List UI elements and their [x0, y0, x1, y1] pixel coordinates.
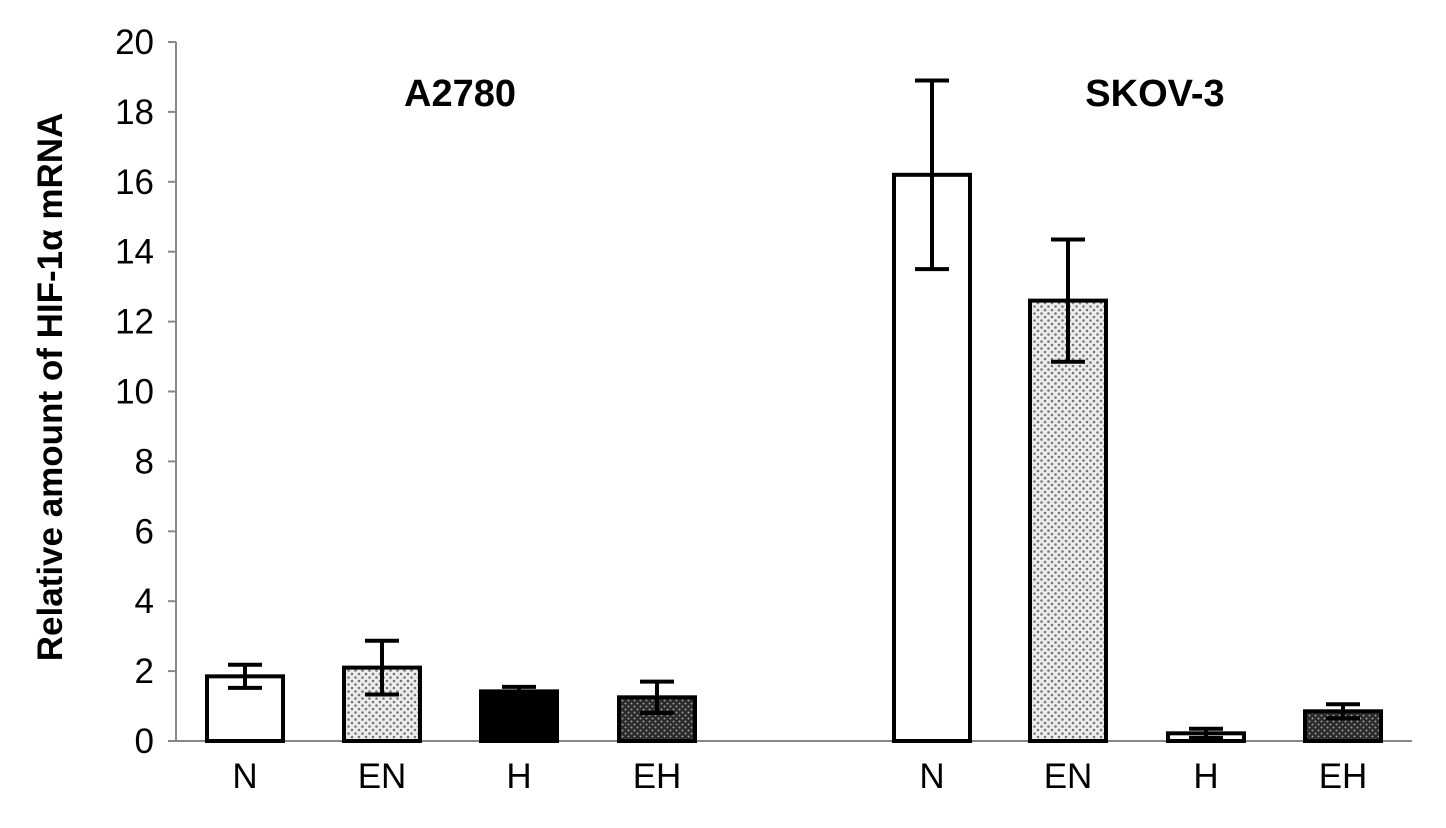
y-tick-label: 20 [115, 23, 154, 62]
y-tick-label: 12 [115, 303, 154, 342]
x-tick-label: EN [1044, 757, 1093, 796]
x-tick-label: EH [633, 757, 682, 796]
bar [617, 695, 697, 743]
x-tick-label: H [506, 757, 531, 796]
group-title-skov3: SKOV-3 [1085, 73, 1224, 115]
y-tick-label: 10 [115, 373, 154, 412]
x-tick-label: H [1193, 757, 1218, 796]
y-tick-label: 6 [135, 512, 154, 551]
y-tick-label: 14 [115, 233, 154, 272]
y-tick-label: 2 [135, 652, 154, 691]
y-tick-label: 8 [135, 442, 154, 481]
bars: N EN H EH N EN H EH [205, 78, 1383, 796]
bar [205, 674, 285, 744]
x-tick-label: EH [1319, 757, 1368, 796]
y-tick-label: 16 [115, 163, 154, 202]
x-tick-label: EN [358, 757, 407, 796]
y-tick-label: 0 [135, 722, 154, 761]
x-tick-label: N [919, 757, 944, 796]
group-title-a2780: A2780 [404, 73, 516, 115]
y-tick-label: 4 [135, 582, 154, 621]
x-tick-label: N [232, 757, 257, 796]
y-tick-label: 18 [115, 93, 154, 132]
bar [1028, 298, 1108, 743]
axes: 0 2 4 6 8 10 12 14 16 18 20 [115, 23, 1412, 761]
y-axis-label: Relative amount of HIF-1α mRNA [31, 113, 70, 662]
bar [479, 689, 559, 743]
